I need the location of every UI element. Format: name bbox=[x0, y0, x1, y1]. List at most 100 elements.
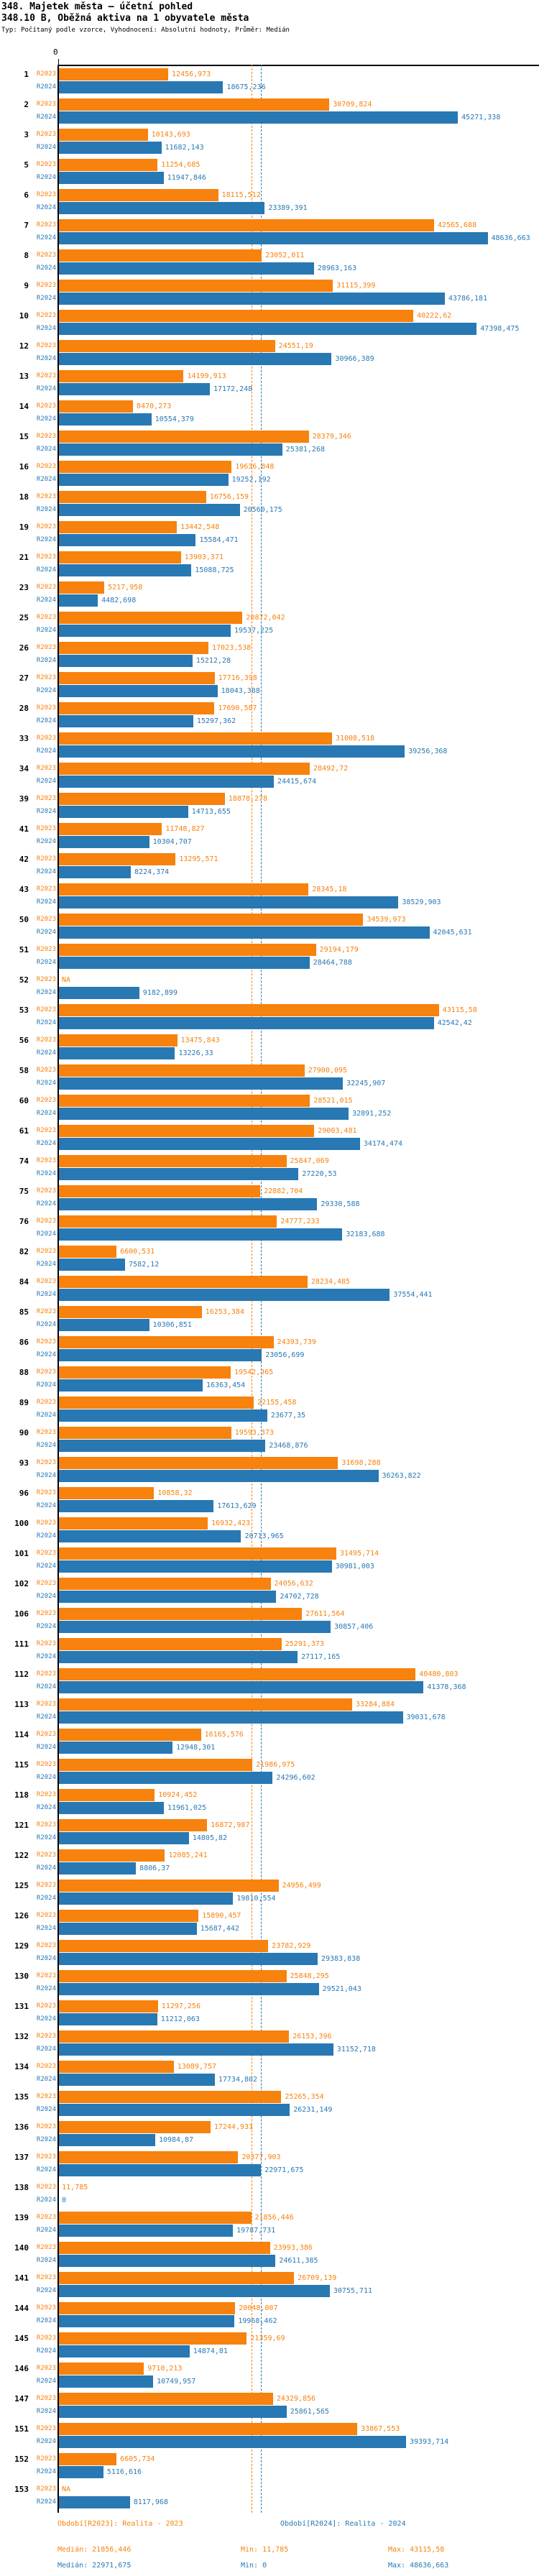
value-label-2024: 39256,368 bbox=[408, 748, 448, 755]
bar-row-2024: R2024 27117,165 bbox=[0, 1651, 539, 1663]
bar-group: 90 R2023 19593,373 R2024 23468,876 bbox=[0, 1425, 539, 1455]
bar-row-2024: R2024 11947,846 bbox=[0, 172, 539, 184]
bar-group: 26 R2023 17023,538 R2024 15212,28 bbox=[0, 640, 539, 671]
bar-row-2024: R2024 25381,268 bbox=[0, 443, 539, 456]
series-label-2024: R2024 bbox=[36, 325, 56, 332]
row-number-label: 7 bbox=[24, 221, 29, 230]
row-number-label: 41 bbox=[19, 824, 29, 834]
row-number-label: 139 bbox=[14, 2213, 29, 2222]
value-label-2024: 19968,462 bbox=[238, 2317, 277, 2325]
value-label-2024: 47398,475 bbox=[480, 325, 520, 333]
series-label-2024: R2024 bbox=[36, 385, 56, 392]
bar-group: 115 R2023 21986,975 R2024 24296,602 bbox=[0, 1757, 539, 1788]
bar-2023 bbox=[58, 1547, 336, 1560]
bar-2023 bbox=[58, 612, 243, 624]
bar-row-2024: R2024 17172,248 bbox=[0, 383, 539, 395]
row-number-label: 90 bbox=[19, 1428, 29, 1438]
bar-group: 56 R2023 13475,843 R2024 13226,33 bbox=[0, 1033, 539, 1063]
series-label-2023: R2023 bbox=[36, 825, 56, 832]
series-label-2023: R2023 bbox=[36, 704, 56, 712]
series-label-2024: R2024 bbox=[36, 1714, 56, 1721]
series-label-2024: R2024 bbox=[36, 566, 56, 574]
value-label-2023: 10143,693 bbox=[151, 131, 190, 139]
chart-header: 348. Majetek města – účetní pohled 348.1… bbox=[1, 1, 290, 34]
row-number-label: 126 bbox=[14, 1911, 29, 1920]
value-label-2024: 24611,385 bbox=[279, 2257, 318, 2265]
series-label-2023: R2023 bbox=[36, 1610, 56, 1617]
bar-2024 bbox=[58, 625, 231, 637]
bar-group: 75 R2023 22882,704 R2024 29330,588 bbox=[0, 1184, 539, 1214]
series-label-2024: R2024 bbox=[36, 264, 56, 272]
value-label-2024: 17613,629 bbox=[217, 1502, 257, 1510]
value-label-2023: 28521,015 bbox=[313, 1097, 353, 1105]
bar-2024 bbox=[58, 2406, 287, 2418]
bar-2023 bbox=[58, 2091, 282, 2103]
bar-2023 bbox=[58, 1638, 282, 1650]
bar-row-2024: R2024 29330,588 bbox=[0, 1198, 539, 1210]
bar-2023 bbox=[58, 1246, 117, 1258]
bar-group: 126 R2023 15890,457 R2024 15687,442 bbox=[0, 1908, 539, 1938]
value-label-2023: 20048,007 bbox=[239, 2304, 278, 2312]
bar-group: 122 R2023 12085,241 R2024 8806,37 bbox=[0, 1848, 539, 1878]
row-number-label: 131 bbox=[14, 2002, 29, 2011]
bar-row-2023: R2023 10924,452 bbox=[0, 1789, 539, 1801]
bar-row-2023: R2023 31495,714 bbox=[0, 1547, 539, 1560]
series-label-2023: R2023 bbox=[36, 1519, 56, 1527]
page-title: 348. Majetek města – účetní pohled bbox=[1, 1, 193, 12]
bar-2024 bbox=[58, 1681, 424, 1693]
series-label-2024: R2024 bbox=[36, 1381, 56, 1389]
series-label-2023: R2023 bbox=[36, 2123, 56, 2130]
value-label-2024: 28464,788 bbox=[313, 959, 352, 967]
bar-group: 106 R2023 27611,564 R2024 30857,406 bbox=[0, 1606, 539, 1637]
series-label-2023: R2023 bbox=[36, 2244, 56, 2251]
row-number-label: 15 bbox=[19, 432, 29, 441]
value-label-2024: 29383,838 bbox=[321, 1955, 361, 1963]
bar-group: 58 R2023 27900,095 R2024 32245,907 bbox=[0, 1063, 539, 1093]
row-number-label: 60 bbox=[19, 1096, 29, 1105]
median-2024-text: Medián: 22971,675 bbox=[57, 2562, 132, 2570]
series-label-2024: R2024 bbox=[36, 1442, 56, 1449]
bar-2024 bbox=[58, 2285, 330, 2297]
value-label-2023: 31115,399 bbox=[336, 282, 376, 290]
bar-2024 bbox=[58, 957, 310, 969]
bar-row-2024: R2024 7582,12 bbox=[0, 1259, 539, 1271]
value-label-2023: 24551,19 bbox=[278, 342, 313, 350]
bar-row-2024: R2024 30981,003 bbox=[0, 1560, 539, 1573]
row-number-label: 114 bbox=[14, 1730, 29, 1739]
bar-row-2024: R2024 43786,181 bbox=[0, 293, 539, 305]
row-number-label: 43 bbox=[19, 885, 29, 894]
row-number-label: 42 bbox=[19, 855, 29, 864]
bar-2024 bbox=[58, 2375, 154, 2388]
series-label-2024: R2024 bbox=[36, 83, 56, 91]
row-number-label: 134 bbox=[14, 2062, 29, 2071]
series-label-2023: R2023 bbox=[36, 2365, 56, 2372]
bar-2023 bbox=[58, 2332, 247, 2345]
bar-2023 bbox=[58, 1155, 287, 1167]
bar-2023 bbox=[58, 1668, 416, 1680]
bar-2023 bbox=[58, 642, 209, 654]
value-label-2024: 13226,33 bbox=[178, 1049, 213, 1057]
bar-2024 bbox=[58, 836, 149, 848]
row-number-label: 53 bbox=[19, 1006, 29, 1015]
bar-row-2024: R2024 5116,616 bbox=[0, 2466, 539, 2478]
series-label-2024: R2024 bbox=[36, 2136, 56, 2143]
bar-2023 bbox=[58, 219, 434, 231]
series-label-2023: R2023 bbox=[36, 1248, 56, 1255]
bar-2023 bbox=[58, 883, 309, 896]
value-label-2024: 26231,149 bbox=[293, 2106, 333, 2114]
bar-row-2023: R2023 27900,095 bbox=[0, 1064, 539, 1077]
bar-2023 bbox=[58, 1729, 201, 1741]
bar-2024 bbox=[58, 2496, 130, 2508]
bar-row-2024: R2024 4482,698 bbox=[0, 594, 539, 607]
series-label-2024: R2024 bbox=[36, 989, 56, 996]
bar-row-2024: R2024 18675,236 bbox=[0, 81, 539, 93]
bar-2023 bbox=[58, 2302, 236, 2314]
series-label-2023: R2023 bbox=[36, 765, 56, 772]
bar-row-2024: R2024 22971,675 bbox=[0, 2164, 539, 2176]
series-label-2024: R2024 bbox=[36, 1683, 56, 1690]
series-label-2024: R2024 bbox=[36, 2498, 56, 2506]
series-label-2023: R2023 bbox=[36, 1127, 56, 1134]
bar-2024 bbox=[58, 2345, 190, 2358]
bar-row-2024: R2024 41378,368 bbox=[0, 1681, 539, 1693]
row-number-label: 13 bbox=[19, 372, 29, 381]
